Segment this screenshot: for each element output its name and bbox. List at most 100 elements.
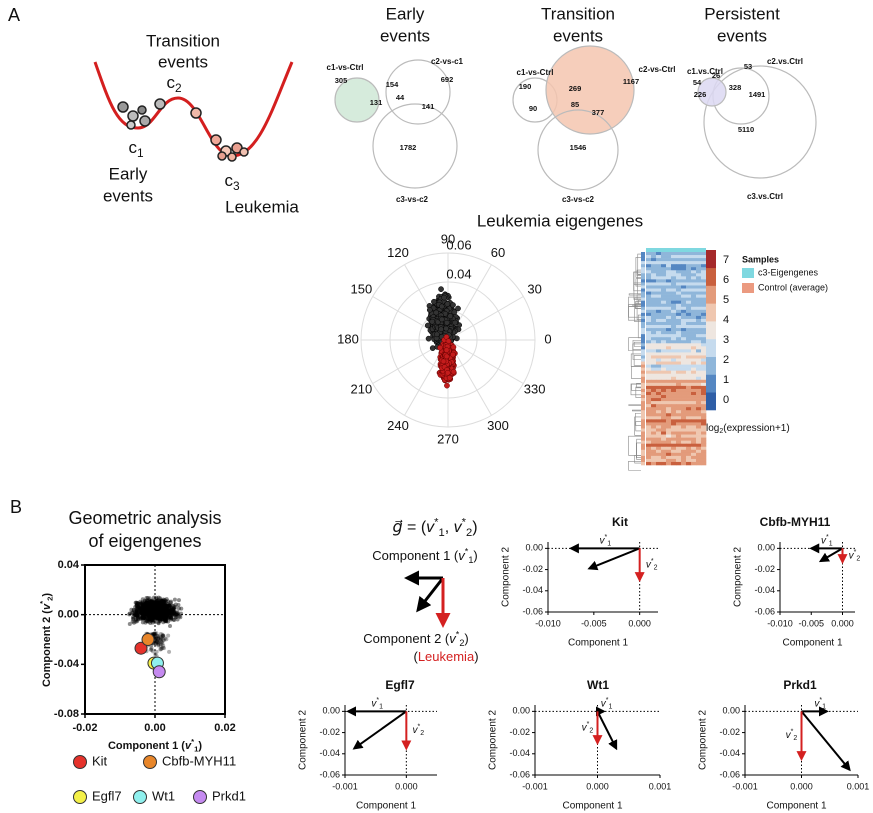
heatmap-cell [676,310,681,313]
heatmap-cell [691,456,696,459]
heatmap-cell [666,392,671,395]
heatmap-cell [661,255,666,258]
heatmap-cell [696,355,701,358]
heatmap-cell [661,422,666,425]
heatmap-cell [651,289,656,292]
point [166,634,170,638]
heatmap-cell [676,425,681,428]
heatmap-cell [681,319,686,322]
legend-label: Kit [92,753,108,768]
heatmap-cell [686,428,691,431]
heatmap-cell [676,435,681,438]
heatmap-cell [691,267,696,270]
heatmap-cell [651,264,656,267]
heatmap-cell [646,389,651,392]
heatmap-cell [676,258,681,261]
heatmap-cell [651,307,656,310]
heatmap-annotation [641,343,645,346]
heatmap-cell [651,419,656,422]
heatmap-cell [661,337,666,340]
heatmap-cell [676,401,681,404]
point [437,345,442,350]
heatmap-cell [686,258,691,261]
heatmap-cell [661,343,666,346]
heatmap-cell [696,292,701,295]
heatmap-cell [656,322,661,325]
point [164,637,168,641]
heatmap-cell [696,395,701,398]
heatmap-cell [661,413,666,416]
landscape-title: events [158,52,208,71]
x-tick-label: 0.001 [649,781,672,791]
heatmap-cell [676,295,681,298]
heatmap-annotation [641,419,645,422]
heatmap-cell [686,374,691,377]
heatmap-cell [696,432,701,435]
heatmap-cell [696,377,701,380]
heatmap-cell [656,459,661,462]
x-tick-label: 0.02 [214,722,235,734]
heatmap-annotation [641,401,645,404]
heatmap-annotation [641,432,645,435]
point [177,607,181,611]
text-part: ) [464,631,468,646]
heatmap-cell [651,301,656,304]
heatmap-cell [651,392,656,395]
heatmap-annotation [641,447,645,450]
heatmap-cell [696,325,701,328]
heatmap-cell [661,252,666,255]
heatmap-cell [666,404,671,407]
heatmap-cell [686,325,691,328]
heatmap-cell [656,340,661,343]
heatmap-cell [691,276,696,279]
heatmap-cell [661,295,666,298]
heatmap-cell [701,313,706,316]
heatmap-cell [661,447,666,450]
heatmap-cell [676,404,681,407]
heatmap-cell [666,447,671,450]
heatmap-cell [646,276,651,279]
legend-label: c3-Eigengenes [758,267,819,277]
heatmap-cell [656,252,661,255]
heatmap-cell [696,346,701,349]
heatmap-cell [666,374,671,377]
x-axis-label: Component 1 [766,801,826,812]
heatmap-cell [661,404,666,407]
heatmap-cell [676,377,681,380]
heatmap-cell [661,438,666,441]
heatmap-cell [651,362,656,365]
heatmap-cell [676,438,681,441]
point [150,609,154,613]
heatmap-cell [681,389,686,392]
legend-marker [194,791,207,804]
point [453,320,458,325]
heatmap-cell [676,444,681,447]
heatmap-cell [681,450,686,453]
heatmap-cell [681,316,686,319]
heatmap-cell [651,441,656,444]
heatmap-cell [691,380,696,383]
heatmap-cell [676,340,681,343]
heatmap-cell [666,285,671,288]
heatmap-cell [676,392,681,395]
heatmap-cell [681,289,686,292]
heatmap-cell [701,346,706,349]
heatmap-cell [671,410,676,413]
heatmap-cell [681,337,686,340]
heatmap-cell [651,285,656,288]
heatmap-cell [686,462,691,465]
heatmap-annotation [641,435,645,438]
heatmap-cell [646,407,651,410]
y-tick-label: -0.06 [522,606,543,616]
heatmap-cell [696,462,701,465]
point [176,618,180,622]
heatmap-cell [656,447,661,450]
heatmap-cell [681,401,686,404]
heatmap-cell [646,337,651,340]
heatmap-cell [691,435,696,438]
heatmap-cell [666,435,671,438]
heatmap-cell [676,355,681,358]
heatmap-cell [686,453,691,456]
text-part: ) [472,519,477,536]
heatmap-cell [701,273,706,276]
